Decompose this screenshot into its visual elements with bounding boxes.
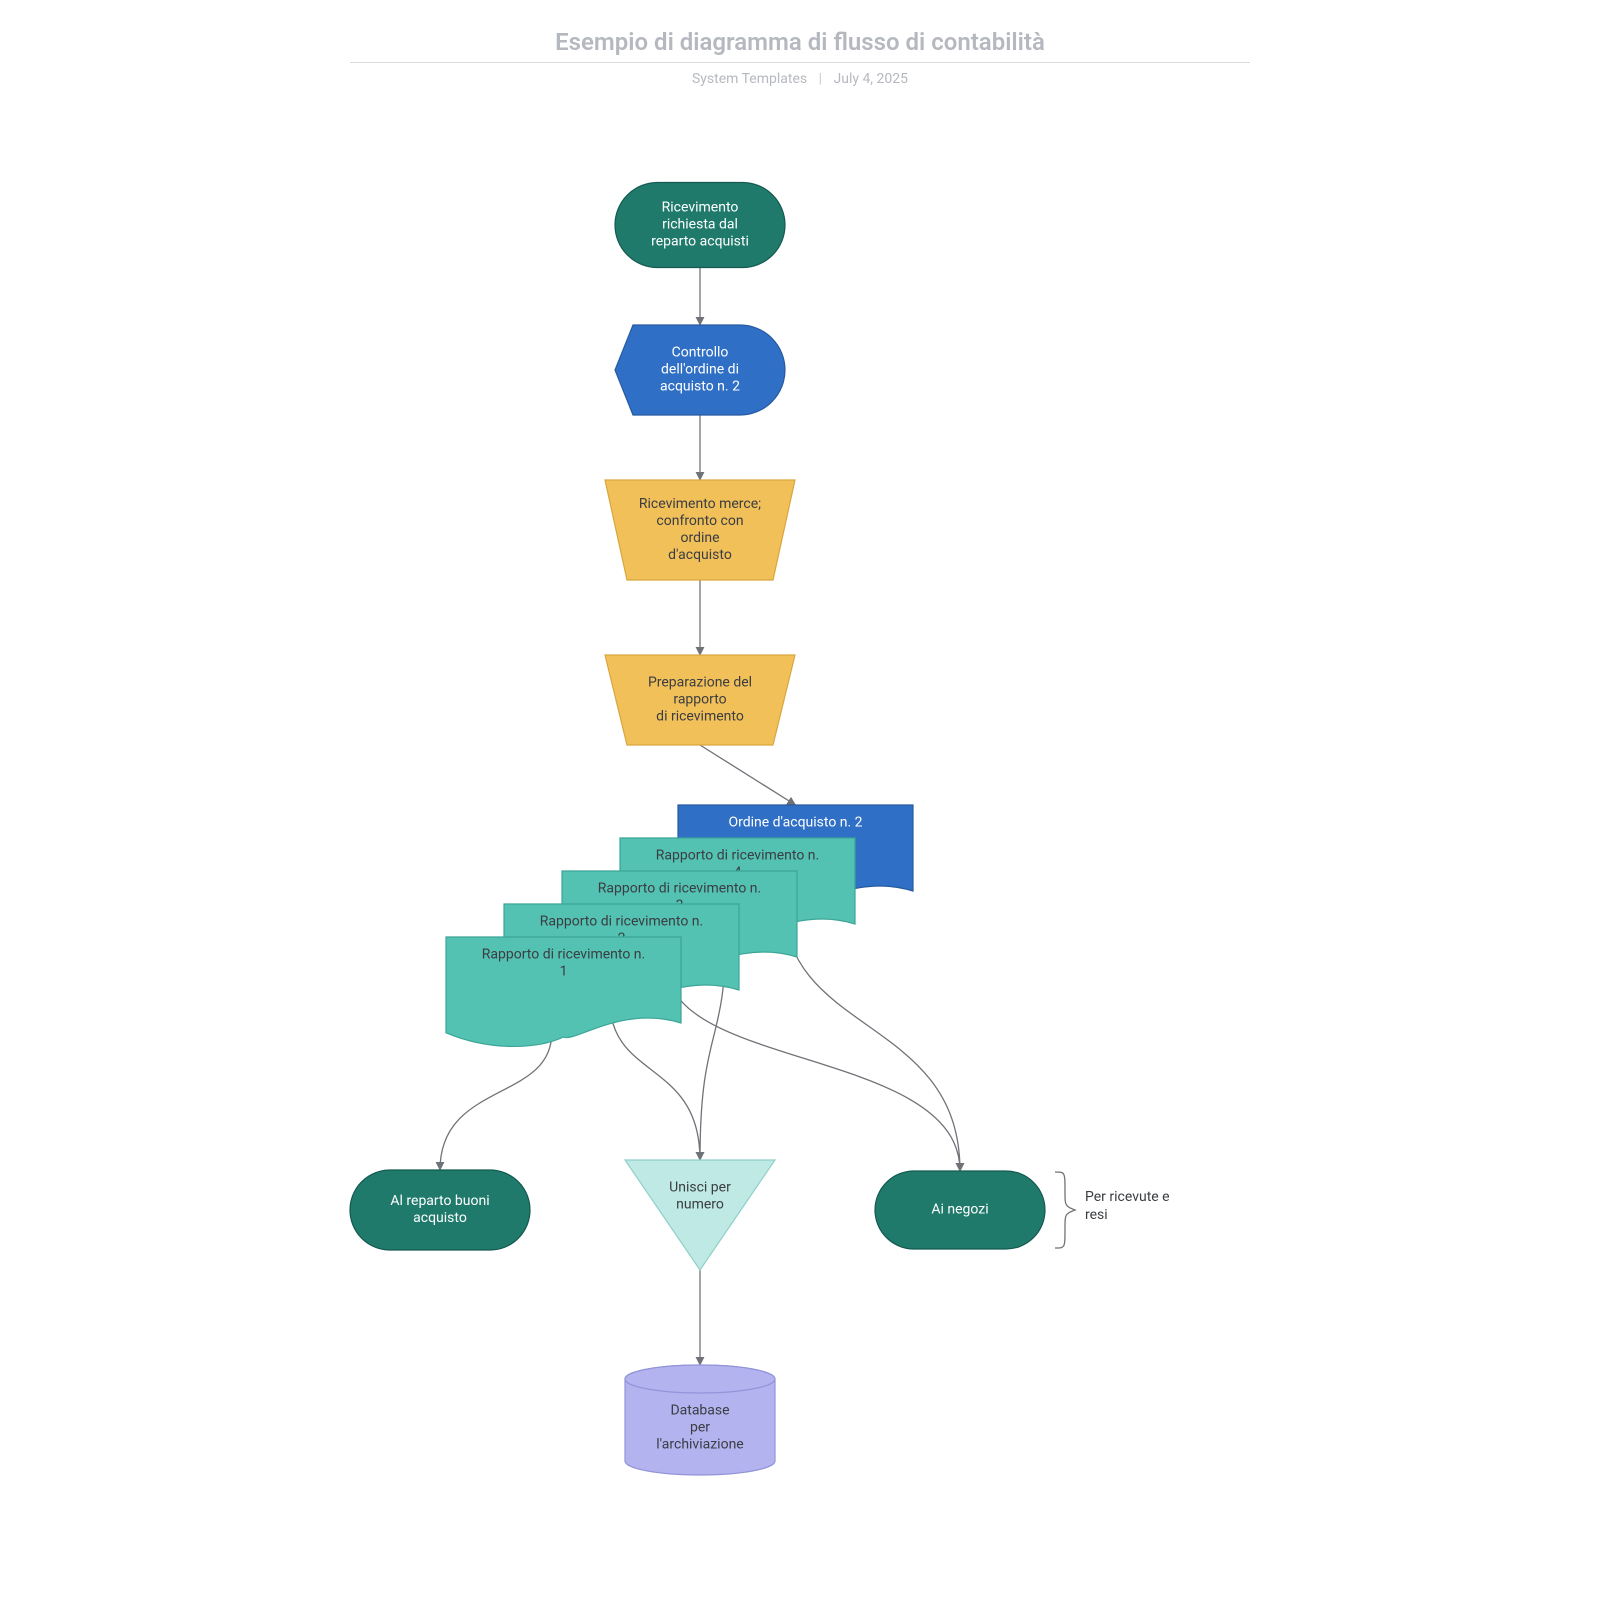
edge-doc_r2-merge <box>610 1000 700 1160</box>
node-control: Controllodell'ordine diacquisto n. 2 <box>615 325 785 415</box>
page: Esempio di diagramma di flusso di contab… <box>0 0 1600 1600</box>
flowchart-canvas: Ricevimentorichiesta dalreparto acquisti… <box>0 0 1600 1600</box>
svg-text:d'acquisto: d'acquisto <box>668 547 732 563</box>
svg-text:Ordine d'acquisto n. 2: Ordine d'acquisto n. 2 <box>728 815 862 831</box>
svg-text:acquisto n. 2: acquisto n. 2 <box>660 379 740 395</box>
node-dept: Al reparto buoniacquisto <box>350 1170 530 1250</box>
svg-text:Unisci per: Unisci per <box>669 1180 731 1196</box>
node-receive: Ricevimento merce;confronto conordined'a… <box>605 480 795 580</box>
svg-text:Database: Database <box>670 1403 729 1419</box>
annotation-text: resi <box>1085 1207 1108 1223</box>
svg-text:Ai negozi: Ai negozi <box>931 1202 988 1218</box>
svg-text:rapporto: rapporto <box>673 692 726 708</box>
node-merge: Unisci pernumero <box>625 1160 775 1270</box>
svg-text:Rapporto di ricevimento n.: Rapporto di ricevimento n. <box>540 914 703 930</box>
svg-text:per: per <box>690 1420 710 1436</box>
node-prepare: Preparazione delrapportodi ricevimento <box>605 655 795 745</box>
brace <box>1055 1172 1075 1248</box>
node-doc_r1: Rapporto di ricevimento n.1 <box>446 937 681 1046</box>
svg-text:Al reparto buoni: Al reparto buoni <box>390 1193 489 1209</box>
svg-text:Rapporto di ricevimento n.: Rapporto di ricevimento n. <box>656 848 819 864</box>
nodes-layer: Ricevimentorichiesta dalreparto acquisti… <box>350 183 1045 1476</box>
svg-text:acquisto: acquisto <box>413 1210 467 1226</box>
svg-text:Rapporto di ricevimento n.: Rapporto di ricevimento n. <box>482 947 645 963</box>
svg-text:reparto acquisti: reparto acquisti <box>651 234 749 250</box>
annotation-text: Per ricevute e <box>1085 1189 1170 1205</box>
svg-text:Controllo: Controllo <box>672 345 729 361</box>
svg-text:Ricevimento merce;: Ricevimento merce; <box>639 496 761 512</box>
svg-text:1: 1 <box>560 964 568 980</box>
svg-text:ordine: ordine <box>680 530 719 546</box>
edge-doc_r1-dept <box>440 1033 552 1170</box>
edge-doc_r3-stores <box>668 967 960 1171</box>
svg-text:richiesta dal: richiesta dal <box>662 217 738 233</box>
node-stores: Ai negozi <box>875 1171 1045 1249</box>
svg-text:dell'ordine di: dell'ordine di <box>661 362 739 378</box>
svg-text:confronto con: confronto con <box>656 513 743 529</box>
svg-text:numero: numero <box>676 1197 724 1213</box>
edge-prepare-doc_order <box>700 745 796 805</box>
node-start: Ricevimentorichiesta dalreparto acquisti <box>615 183 785 268</box>
svg-text:di ricevimento: di ricevimento <box>656 709 744 725</box>
svg-text:Rapporto di ricevimento n.: Rapporto di ricevimento n. <box>598 881 761 897</box>
svg-text:l'archiviazione: l'archiviazione <box>656 1437 743 1453</box>
svg-text:Preparazione del: Preparazione del <box>648 675 752 691</box>
edge-doc_order-stores <box>784 901 960 1171</box>
svg-text:Ricevimento: Ricevimento <box>662 200 739 216</box>
node-db: Databaseperl'archiviazione <box>625 1365 775 1475</box>
